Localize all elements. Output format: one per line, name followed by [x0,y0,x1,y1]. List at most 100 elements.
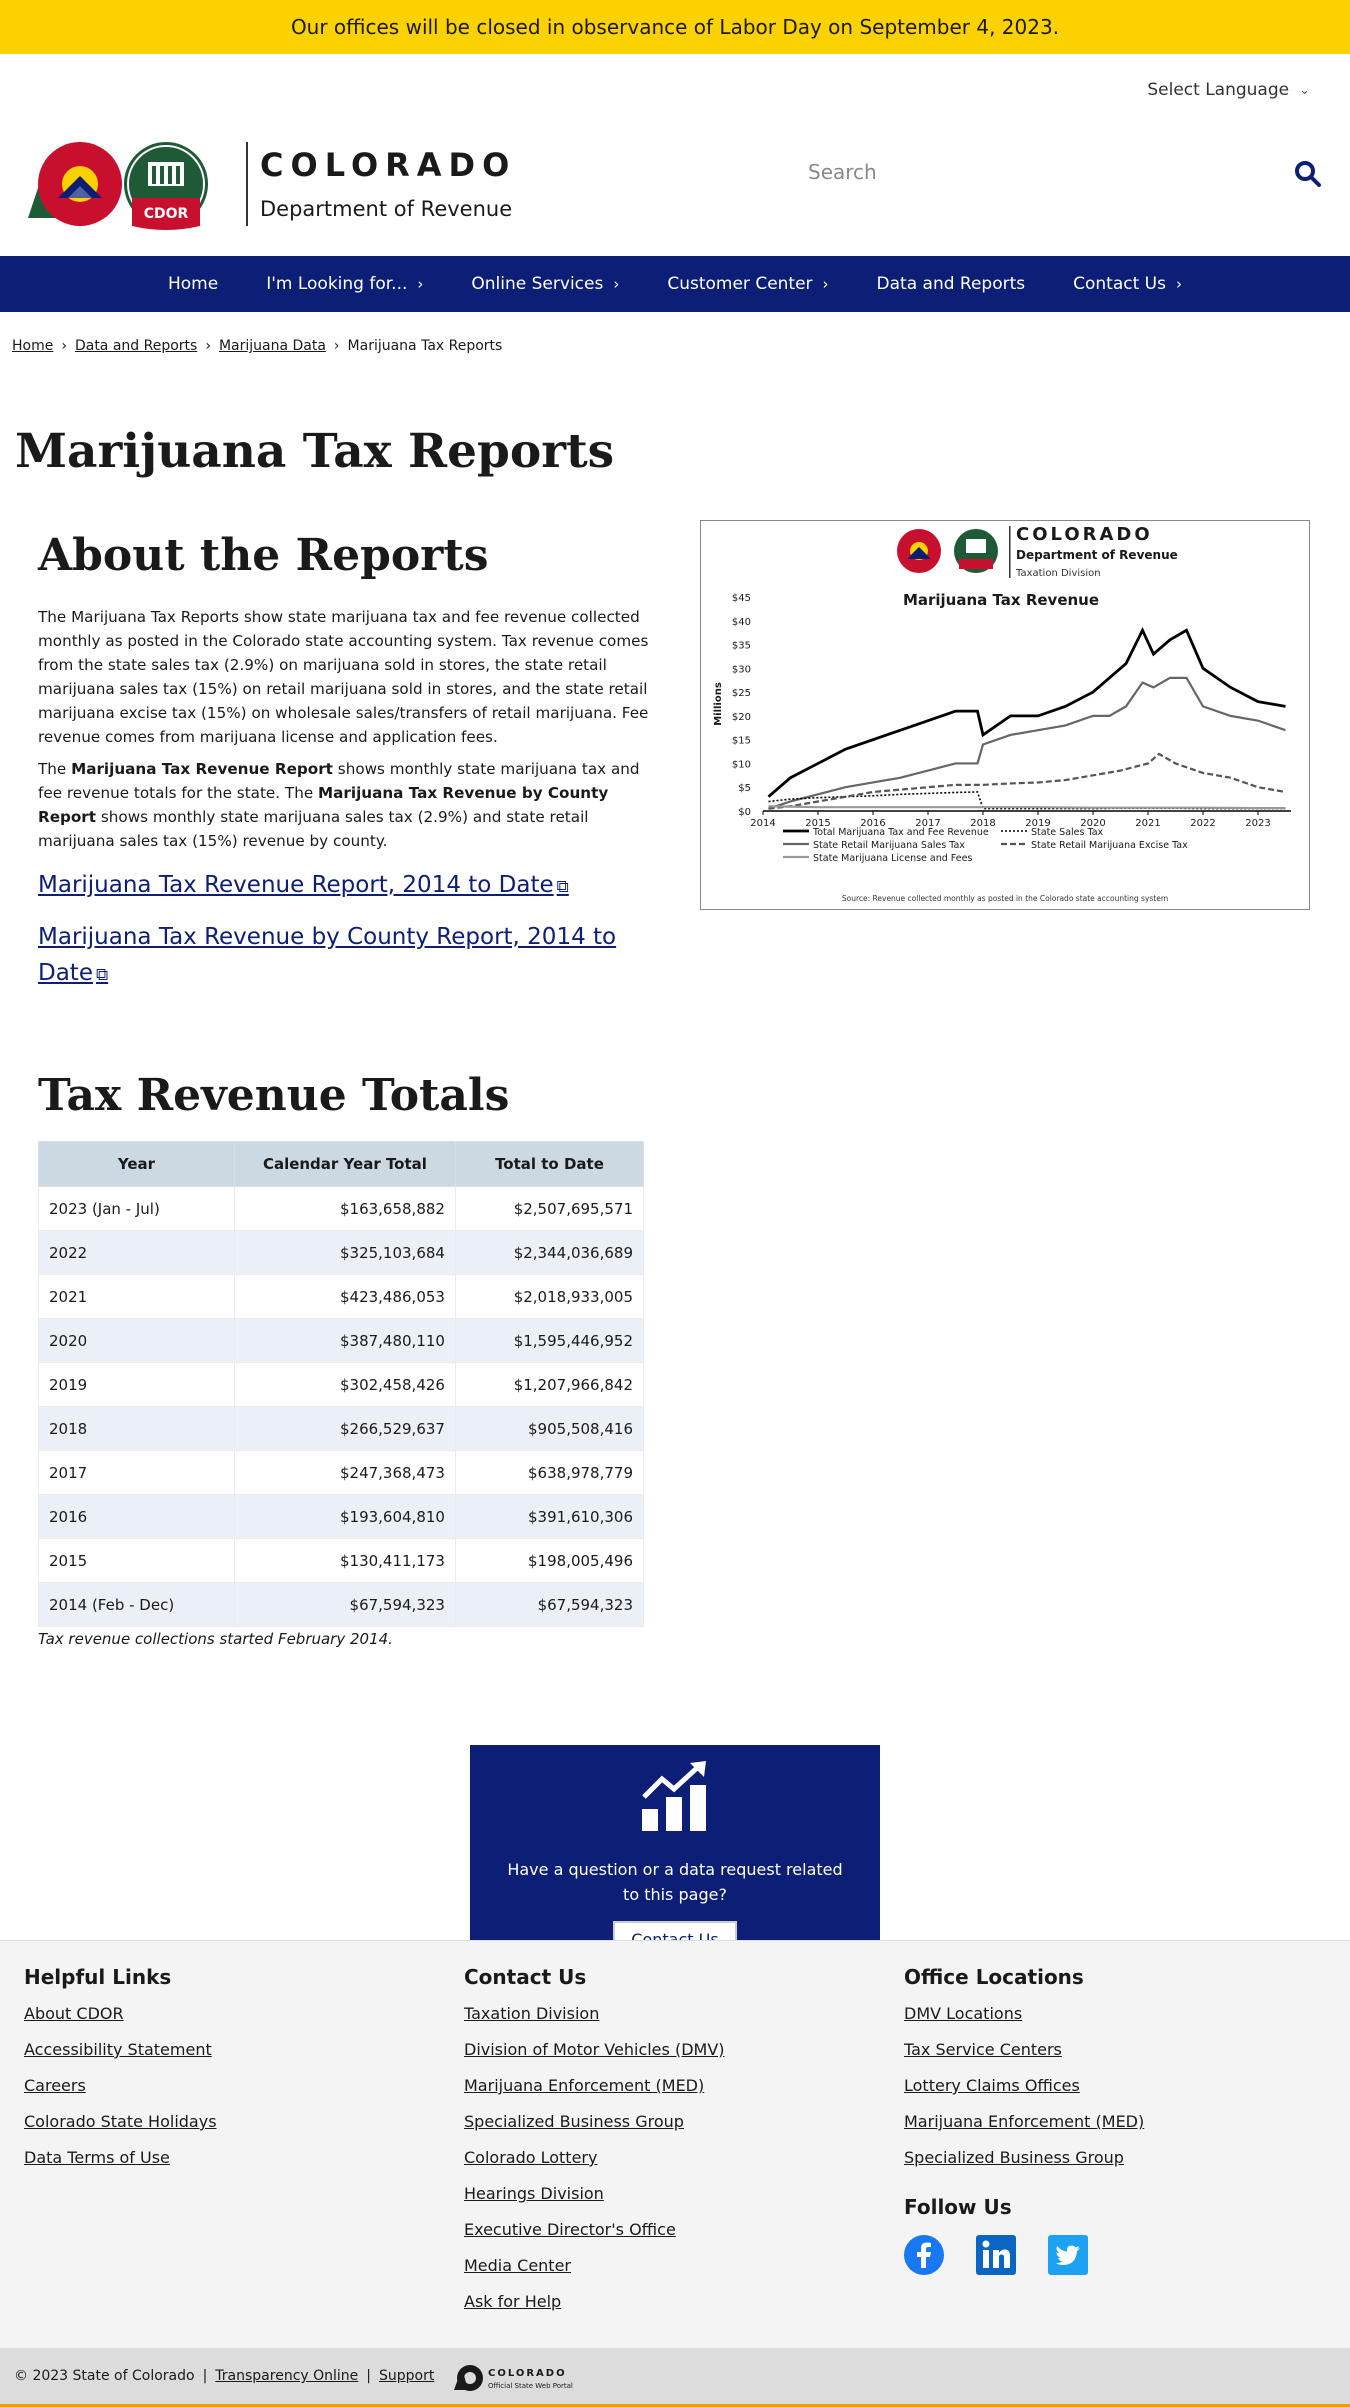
legend-label: State Retail Marijuana Excise Tax [1031,840,1188,851]
search-bar [808,150,1328,194]
twitter-icon[interactable] [1048,2235,1088,2275]
footer-link-marijuana-enforcement-med[interactable]: Marijuana Enforcement (MED) [464,2076,705,2095]
site-header: CDOR COLORADO Department of Revenue [0,128,1350,256]
footer-link-specialized-business-group[interactable]: Specialized Business Group [464,2112,684,2131]
footer-link-accessibility-statement[interactable]: Accessibility Statement [24,2040,212,2059]
table-row: 2017 $247,368,473 $638,978,779 [38,1450,645,1495]
table-cell: $638,978,779 [454,1450,645,1495]
footer-heading: Contact Us [464,1965,587,1989]
breadcrumb: Home › Data and Reports › Marijuana Data › Mar… [0,312,1350,374]
nav-item-label: I'm Looking for... [266,274,408,294]
facebook-icon[interactable] [904,2235,944,2275]
footer-link-taxation-division[interactable]: Taxation Division [464,2004,600,2023]
nav-item-contact-us[interactable]: Contact Us › [1049,256,1206,312]
breadcrumb-marijuana-data[interactable]: Marijuana Data [218,338,326,354]
alert-banner: Our offices will be closed in observance… [0,0,1350,54]
column-header: Total to Date [454,1141,645,1187]
about-paragraph-2: The Marijuana Tax Revenue Report shows m… [38,757,658,853]
table-row: 2021 $423,486,053 $2,018,933,005 [38,1274,645,1319]
footer-link-hearings-division[interactable]: Hearings Division [464,2184,604,2203]
revenue-report-link[interactable]: Marijuana Tax Revenue Report, 2014 to Da… [38,867,658,905]
y-tick-label: $30 [732,664,751,675]
about-text: shows monthly state marijuana tax and fe… [38,760,640,802]
revenue-chart-svg: COLORADO Department of Revenue Taxation Di… [713,524,1291,903]
table-row: 2018 $266,529,637 $905,508,416 [38,1406,645,1451]
table-row: 2023 (Jan - Jul) $163,658,882 $2,507,695,5… [38,1186,645,1231]
search-input[interactable] [808,150,1268,194]
footer-link-ask-for-help[interactable]: Ask for Help [464,2292,562,2311]
series-line-total-marijuana-tax-and-fee-revenue [767,627,1286,798]
table-row: 2016 $193,604,810 $391,610,306 [38,1494,645,1539]
nav-item-customer-center[interactable]: Customer Center › [643,256,852,312]
alert-text: Our offices will be closed in observance… [290,15,1060,39]
footer-link-division-of-motor-vehicles-dmv[interactable]: Division of Motor Vehicles (DMV) [464,2040,725,2059]
search-button[interactable] [1288,154,1328,194]
social-links [904,2235,1144,2275]
footer-link-data-terms-of-use[interactable]: Data Terms of Use [24,2148,170,2167]
table-cell: $193,604,810 [233,1494,456,1539]
footer-link-media-center[interactable]: Media Center [464,2256,571,2275]
colorado-portal-logo[interactable]: COLORADO Official State Web Portal [454,2362,594,2398]
table-cell: $302,458,426 [233,1362,456,1407]
county-report-link[interactable]: Marijuana Tax Revenue by County Report, … [38,919,658,993]
breadcrumb-separator: › [61,338,67,354]
breadcrumb-separator: › [205,338,211,354]
nav-item-label: Contact Us [1073,274,1166,294]
footer-link-marijuana-enforcement-med[interactable]: Marijuana Enforcement (MED) [904,2112,1145,2131]
about-text: The [38,760,72,778]
footer-link-dmv-locations[interactable]: DMV Locations [904,2004,1023,2023]
about-bold-text: Marijuana Tax Revenue by County Report [38,784,609,826]
language-selector[interactable]: Select Language ⌄ [1147,80,1310,100]
nav-item-home[interactable]: Home [144,256,242,312]
footer-link-careers[interactable]: Careers [24,2076,86,2095]
table-cell: $2,507,695,571 [454,1186,645,1231]
copyright: © 2023 State of Colorado [14,2368,195,2384]
y-tick-label: $0 [738,807,751,818]
breadcrumb-data-and-reports[interactable]: Data and Reports [74,338,198,354]
y-tick-label: $20 [732,712,751,723]
county-report-link-label: Marijuana Tax Revenue by County Report, … [38,924,617,986]
footer-link-about-cdor[interactable]: About CDOR [24,2004,124,2023]
table-cell: $423,486,053 [233,1274,456,1319]
chart-title: Marijuana Tax Revenue [903,591,1099,609]
linkedin-icon[interactable] [976,2235,1016,2275]
nav-item-data-and-reports[interactable]: Data and Reports [853,256,1050,312]
cdor-logo[interactable]: CDOR COLORADO Department of Revenue [28,138,538,230]
table-cell: $325,103,684 [233,1230,456,1275]
about-section: About the Reports The Marijuana Tax Repo… [38,530,658,993]
colorado-c-logo-icon [28,142,122,226]
x-tick-label: 2015 [805,818,830,829]
footer-link-colorado-state-holidays[interactable]: Colorado State Holidays [24,2112,217,2131]
footer-link-colorado-lottery[interactable]: Colorado Lottery [464,2148,598,2167]
table-cell: 2017 [38,1450,235,1495]
table-cell: $1,595,446,952 [454,1318,645,1363]
about-paragraph-1: The Marijuana Tax Reports show state mar… [38,608,649,746]
cta-text: Have a question or a data request relate… [507,1860,843,1904]
footer-link-lottery-claims-offices[interactable]: Lottery Claims Offices [904,2076,1080,2095]
table-cell: 2016 [38,1494,235,1539]
nav-item-label: Online Services [471,274,604,294]
footer-link-executive-director-s-office[interactable]: Executive Director's Office [464,2220,676,2239]
table-row: 2020 $387,480,110 $1,595,446,952 [38,1318,645,1363]
legend-label: State Marijuana License and Fees [813,853,972,864]
chart-header-state: COLORADO [1016,524,1153,545]
table-row: 2014 (Feb - Dec) $67,594,323 $67,594,323 [38,1582,645,1627]
x-tick-label: 2020 [1080,818,1105,829]
table-cell: $67,594,323 [233,1582,456,1627]
table-cell: $1,207,966,842 [454,1362,645,1407]
totals-heading: Tax Revenue Totals [38,1070,510,1121]
support-link[interactable]: Support [379,2368,435,2384]
legend-label: State Retail Marijuana Sales Tax [813,840,965,851]
transparency-online-link[interactable]: Transparency Online [215,2368,359,2384]
footer-link-tax-service-centers[interactable]: Tax Service Centers [904,2040,1062,2059]
main-nav: Home I'm Looking for... › Online Services › C… [0,256,1350,312]
language-label: Select Language [1147,80,1290,100]
about-bold-text: Marijuana Tax Revenue Report [71,760,333,778]
footer-helpful-links: Helpful Links About CDOR Accessibility St… [24,1965,217,2181]
nav-item-online-services[interactable]: Online Services › [447,256,643,312]
footer-link-specialized-business-group[interactable]: Specialized Business Group [904,2148,1124,2167]
nav-item-i-m-looking-for[interactable]: I'm Looking for... › [242,256,447,312]
table-cell: 2014 (Feb - Dec) [38,1582,235,1627]
breadcrumb-home[interactable]: Home [12,338,54,354]
table-cell: $130,411,173 [233,1538,456,1583]
